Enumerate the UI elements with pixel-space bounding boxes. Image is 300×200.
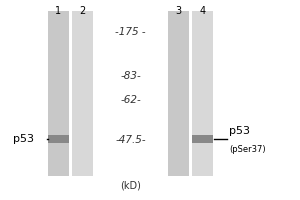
Text: 2: 2 (80, 6, 85, 16)
Text: p53: p53 (14, 134, 34, 144)
Bar (168, 11, 189, 176)
Text: -62-: -62- (120, 95, 141, 105)
Text: p53: p53 (230, 126, 250, 136)
Bar (48, 11, 69, 176)
Text: (pSer37): (pSer37) (230, 144, 266, 154)
Text: -83-: -83- (120, 71, 141, 81)
Bar (192, 135, 213, 143)
Text: 3: 3 (176, 6, 182, 16)
Text: 1: 1 (56, 6, 62, 16)
Text: 4: 4 (200, 6, 206, 16)
Bar (72, 11, 93, 176)
Text: (kD): (kD) (120, 181, 141, 191)
Text: -175 -: -175 - (115, 27, 146, 37)
Text: -47.5-: -47.5- (115, 135, 146, 145)
Bar (192, 11, 213, 176)
Bar (48, 135, 69, 143)
